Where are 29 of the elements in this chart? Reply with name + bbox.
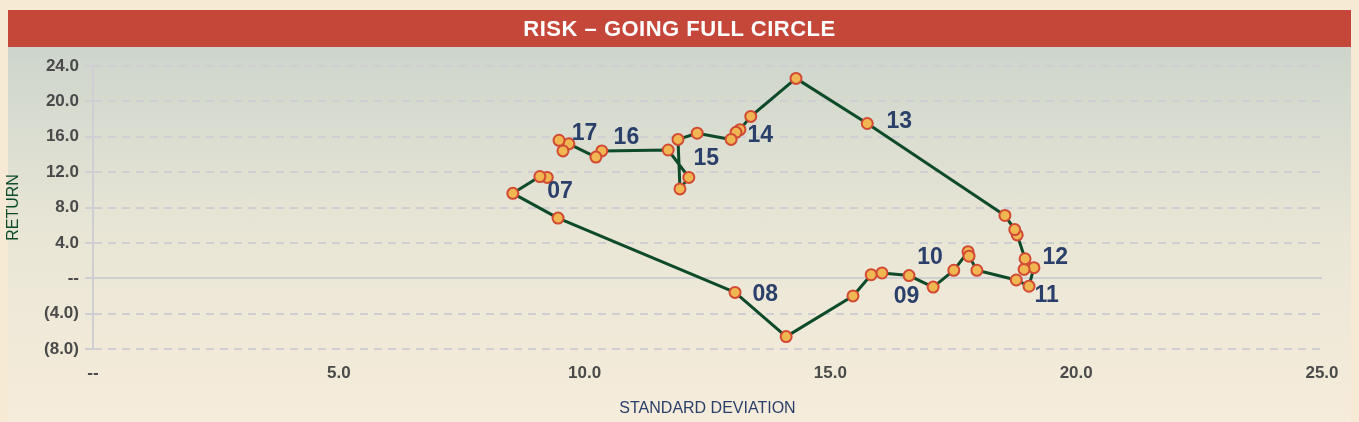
y-axis-title: RETURN <box>4 174 22 241</box>
chart-title: RISK – GOING FULL CIRCLE <box>8 10 1351 47</box>
annotation: 16 <box>613 123 640 150</box>
annotation: 07 <box>547 177 573 204</box>
x-tick-label: -- <box>87 362 99 382</box>
x-tick-label: 20.0 <box>1059 362 1093 382</box>
x-tick-label: 10.0 <box>568 362 602 382</box>
annotation: 08 <box>752 280 779 307</box>
y-tick-label: 8.0 <box>55 197 79 217</box>
annotation: 17 <box>571 119 598 146</box>
x-tick-label: 25.0 <box>1305 362 1339 382</box>
y-tick-label: (8.0) <box>44 338 79 358</box>
y-tick-label: 24.0 <box>45 55 79 75</box>
y-tick-label: 4.0 <box>55 232 79 252</box>
annotation: 10 <box>917 243 943 270</box>
annotation: 15 <box>693 144 720 171</box>
y-tick-label: -- <box>67 267 79 287</box>
annotation: 13 <box>886 107 913 134</box>
y-tick-label: (4.0) <box>44 303 79 323</box>
annotation: 11 <box>1034 281 1060 308</box>
annotation: 09 <box>893 282 920 309</box>
x-axis-title: STANDARD DEVIATION <box>619 398 796 416</box>
annotation: 14 <box>747 121 774 148</box>
y-tick-label: 20.0 <box>45 91 79 111</box>
x-tick-label: 5.0 <box>326 362 351 382</box>
y-tick-label: 12.0 <box>45 161 79 181</box>
y-tick-label: 16.0 <box>45 126 79 146</box>
annotation: 12 <box>1042 243 1069 270</box>
x-tick-label: 15.0 <box>813 362 847 382</box>
